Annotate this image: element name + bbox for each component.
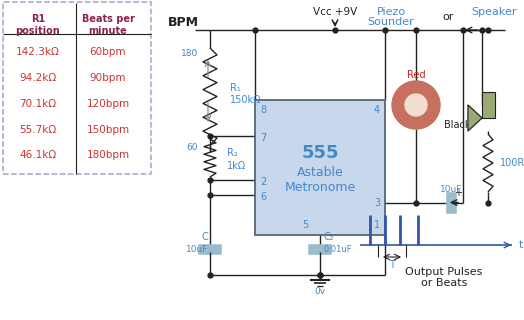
Text: +: + (454, 188, 462, 197)
Circle shape (405, 94, 427, 116)
Text: Astable: Astable (297, 166, 343, 179)
Text: 142.3kΩ: 142.3kΩ (16, 47, 60, 57)
Text: 8: 8 (260, 105, 266, 115)
Text: 555: 555 (301, 143, 339, 162)
Text: Speaker: Speaker (471, 7, 517, 17)
Text: 3: 3 (374, 197, 380, 207)
Text: Black: Black (444, 120, 471, 130)
Text: 10uF: 10uF (440, 185, 462, 194)
Text: 1kΩ: 1kΩ (227, 161, 246, 171)
Text: 180bpm: 180bpm (86, 150, 129, 160)
Text: 55.7kΩ: 55.7kΩ (19, 125, 57, 135)
Text: 6: 6 (260, 192, 266, 202)
Text: Red: Red (407, 70, 425, 80)
Text: Metronome: Metronome (285, 181, 356, 194)
Text: Beats per
minute: Beats per minute (82, 14, 135, 36)
Text: 46.1kΩ: 46.1kΩ (19, 150, 57, 160)
Text: R₂: R₂ (227, 148, 238, 158)
Text: 2: 2 (260, 177, 266, 187)
Text: 10uF: 10uF (185, 244, 208, 253)
Text: or: or (442, 12, 454, 22)
Text: C: C (201, 232, 208, 242)
Text: 4: 4 (374, 105, 380, 115)
Polygon shape (468, 105, 482, 131)
Text: 0v: 0v (314, 287, 325, 297)
Text: 150kΩ: 150kΩ (230, 95, 261, 105)
Text: Sounder: Sounder (368, 17, 414, 27)
Text: 90bpm: 90bpm (90, 73, 126, 83)
Text: 150bpm: 150bpm (86, 125, 129, 135)
Text: R1
position: R1 position (16, 14, 60, 36)
Text: t: t (519, 240, 523, 250)
Text: Piezo: Piezo (376, 7, 406, 17)
Text: 180: 180 (181, 49, 198, 58)
Text: 60bpm: 60bpm (90, 47, 126, 57)
Text: 70.1kΩ: 70.1kΩ (19, 99, 57, 109)
Text: 1: 1 (374, 220, 380, 230)
Text: 100R: 100R (500, 158, 524, 168)
Text: BPM: BPM (168, 15, 199, 28)
Text: 60: 60 (187, 142, 198, 151)
Text: T: T (389, 260, 395, 270)
Bar (255, 100, 385, 235)
Text: C₂: C₂ (323, 232, 334, 242)
Text: R₁: R₁ (230, 83, 241, 93)
Bar (482, 92, 495, 118)
Text: Output Pulses: Output Pulses (405, 267, 483, 277)
Circle shape (392, 81, 440, 129)
Text: or Beats: or Beats (421, 278, 467, 288)
Text: 5: 5 (302, 220, 308, 230)
Text: 120bpm: 120bpm (86, 99, 129, 109)
Text: 0.01uF: 0.01uF (323, 244, 352, 253)
Text: Vcc +9V: Vcc +9V (313, 7, 357, 17)
Text: 94.2kΩ: 94.2kΩ (19, 73, 57, 83)
Text: 7: 7 (260, 133, 266, 143)
